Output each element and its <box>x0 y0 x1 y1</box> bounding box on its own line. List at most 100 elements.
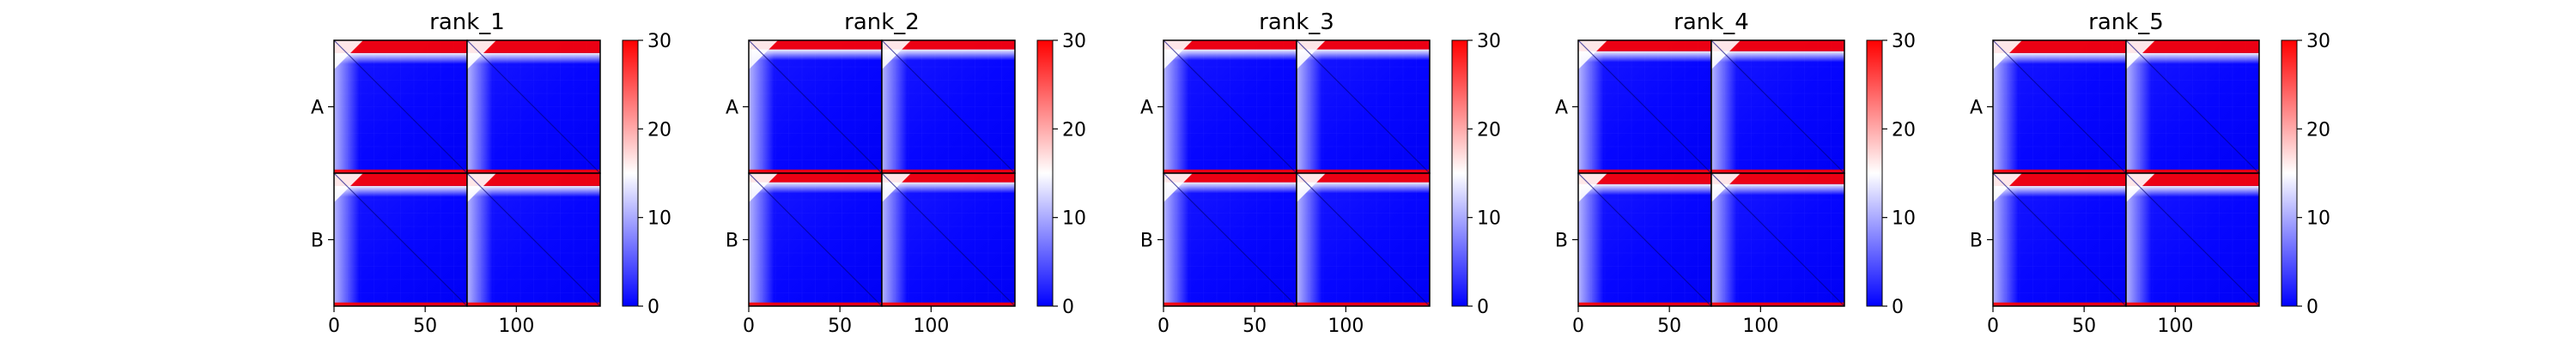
heatmap-block <box>1992 39 2127 174</box>
block-top-band <box>1578 173 1711 184</box>
colorbar-tick-label: 0 <box>1892 297 1904 318</box>
block-top-band <box>1297 173 1430 183</box>
block-bottom-band <box>334 302 467 306</box>
block-top-fade <box>882 49 1015 61</box>
block-top-band <box>882 40 1015 50</box>
block-diagonal <box>748 172 883 307</box>
block-top-band <box>1297 40 1430 50</box>
block-top-band <box>1578 40 1711 51</box>
heatmap-block <box>1296 39 1431 174</box>
y-tick-label: B <box>311 231 324 252</box>
colorbar-tick-label: 30 <box>1477 31 1501 52</box>
block-top-fade <box>1993 185 2126 197</box>
block-bottom-band <box>1297 169 1430 173</box>
block-bottom-band <box>2126 169 2259 173</box>
x-tick-label: 0 <box>1157 316 1170 337</box>
block-top-band <box>1711 40 1844 51</box>
block-diagonal <box>1710 39 1845 174</box>
heatmap-block <box>1710 172 1845 307</box>
heatmap-block <box>2125 39 2260 174</box>
block-bottom-band <box>1993 169 2126 173</box>
colorbar-tick-label: 10 <box>1477 208 1501 230</box>
heatmap-block <box>748 39 883 174</box>
heatmap-panel-5: rank_5 A B 0 50 100 0 10 20 30 <box>1970 9 2330 337</box>
panel-title: rank_3 <box>1259 9 1334 35</box>
colorbar <box>1451 39 1468 307</box>
block-top-band <box>2126 40 2259 53</box>
block-top-fade <box>1297 49 1430 61</box>
x-tick-label: 50 <box>1657 316 1681 337</box>
block-top-fade <box>334 185 467 197</box>
y-tick-label: A <box>1970 98 1983 119</box>
block-border <box>466 172 601 307</box>
block-bottom-band <box>882 302 1015 306</box>
block-diagonal <box>1163 39 1297 174</box>
y-tick-label: B <box>1970 231 1983 252</box>
colorbar-tick-label: 20 <box>1477 119 1501 141</box>
colorbar-tick-label: 20 <box>1892 119 1916 141</box>
block-top-fade <box>467 52 600 64</box>
block-border <box>1296 172 1431 307</box>
colorbar-tick-label: 20 <box>647 119 671 141</box>
block-top-band <box>1993 173 2126 186</box>
block-diagonal <box>1992 172 2127 307</box>
heatmap-block <box>1296 172 1431 307</box>
block-diagonal <box>1577 172 1712 307</box>
block-top-fade <box>1578 184 1711 196</box>
block-top-band <box>1711 173 1844 184</box>
block-bottom-band <box>334 169 467 173</box>
x-tick-label: 50 <box>2072 316 2096 337</box>
block-top-fade <box>1993 52 2126 64</box>
heatmap-block <box>333 39 468 174</box>
block-bottom-band <box>1711 302 1844 306</box>
block-diagonal <box>466 172 601 307</box>
panel-title: rank_2 <box>844 9 920 35</box>
colorbar-tick-label: 0 <box>1062 297 1074 318</box>
heatmap-block <box>881 172 1016 307</box>
block-top-band <box>1163 173 1297 183</box>
block-top-band <box>334 173 467 186</box>
block-top-band <box>1163 40 1297 50</box>
heatmap-block <box>1710 39 1845 174</box>
block-diagonal <box>1710 172 1845 307</box>
heatmap-block <box>466 172 601 307</box>
block-diagonal <box>1296 172 1431 307</box>
colorbar <box>622 39 639 307</box>
block-diagonal <box>1992 39 2127 174</box>
x-tick-label: 100 <box>498 316 534 337</box>
heatmap-panel-4: rank_4 A B 0 50 100 0 10 20 30 <box>1555 9 1916 337</box>
block-diagonal <box>748 39 883 174</box>
heatmap-block <box>333 172 468 307</box>
x-tick-label: 100 <box>913 316 949 337</box>
colorbar <box>1866 39 1883 307</box>
block-top-band <box>467 40 600 53</box>
x-tick-label: 50 <box>413 316 437 337</box>
colorbar-tick-label: 30 <box>1892 31 1916 52</box>
y-tick-label: A <box>1140 98 1153 119</box>
panel-title: rank_5 <box>2088 9 2164 35</box>
x-tick-label: 50 <box>828 316 852 337</box>
block-diagonal <box>2125 39 2260 174</box>
block-top-band <box>334 40 467 53</box>
colorbar-tick-label: 20 <box>1062 119 1086 141</box>
colorbar <box>1036 39 1054 307</box>
block-bottom-band <box>882 169 1015 173</box>
panel-title: rank_4 <box>1674 9 1749 35</box>
colorbar-tick-label: 10 <box>647 208 671 230</box>
heatmap-block <box>2125 172 2260 307</box>
block-border <box>1710 172 1845 307</box>
block-top-band <box>1993 40 2126 53</box>
block-bottom-band <box>467 302 600 306</box>
block-top-fade <box>1297 182 1430 194</box>
panel-title: rank_1 <box>429 9 505 35</box>
heatmap-block <box>466 39 601 174</box>
colorbar-tick-label: 10 <box>2306 208 2330 230</box>
block-top-fade <box>2126 52 2259 64</box>
block-top-fade <box>467 185 600 197</box>
block-bottom-band <box>1578 169 1711 173</box>
x-tick-label: 0 <box>328 316 340 337</box>
block-top-fade <box>749 182 882 194</box>
block-top-fade <box>1163 49 1297 61</box>
block-diagonal <box>333 172 468 307</box>
